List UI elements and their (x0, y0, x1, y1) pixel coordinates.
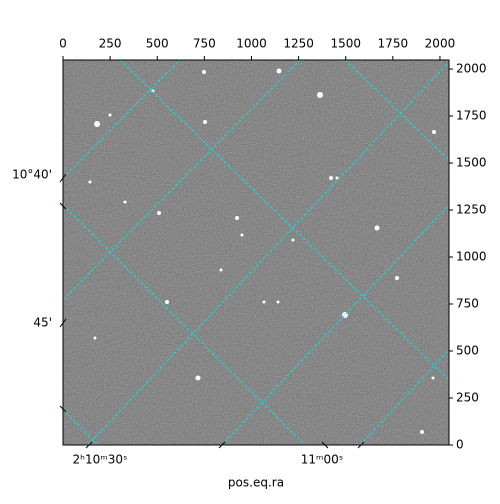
x-tick-label: 750 (193, 37, 216, 51)
x-tick-label: 250 (99, 37, 122, 51)
y-tick-label: 1250 (456, 203, 487, 217)
x-tick-label: 500 (146, 37, 169, 51)
ra-tick-label: 11ᵐ00ˢ (301, 453, 344, 467)
x-axis-label: pos.eq.ra (228, 476, 284, 490)
sky-image (63, 60, 449, 445)
x-tick-label: 1750 (378, 37, 409, 51)
dec-tick-label: 45' (33, 316, 52, 330)
coordinate-grid (63, 60, 449, 445)
y-tick-label: 500 (456, 344, 479, 358)
y-tick-label: 1000 (456, 250, 487, 264)
x-tick-label: 1500 (330, 37, 361, 51)
world-ticks (59, 173, 365, 449)
y-tick-label: 2000 (456, 62, 487, 76)
y-tick-label: 250 (456, 391, 479, 405)
y-tick-label: 750 (456, 297, 479, 311)
y-tick-label: 0 (456, 438, 464, 452)
x-tick-label: 2000 (425, 37, 456, 51)
x-tick-label: 1250 (283, 37, 314, 51)
x-tick-label: 0 (59, 37, 67, 51)
y-tick-label: 1500 (456, 156, 487, 170)
x-tick-label: 1000 (236, 37, 267, 51)
dec-tick-label: 10°40' (12, 168, 52, 182)
y-tick-label: 1750 (456, 109, 487, 123)
ra-tick-label: 2ʰ10ᵐ30ˢ (73, 453, 128, 467)
axes-frame (62, 59, 450, 446)
